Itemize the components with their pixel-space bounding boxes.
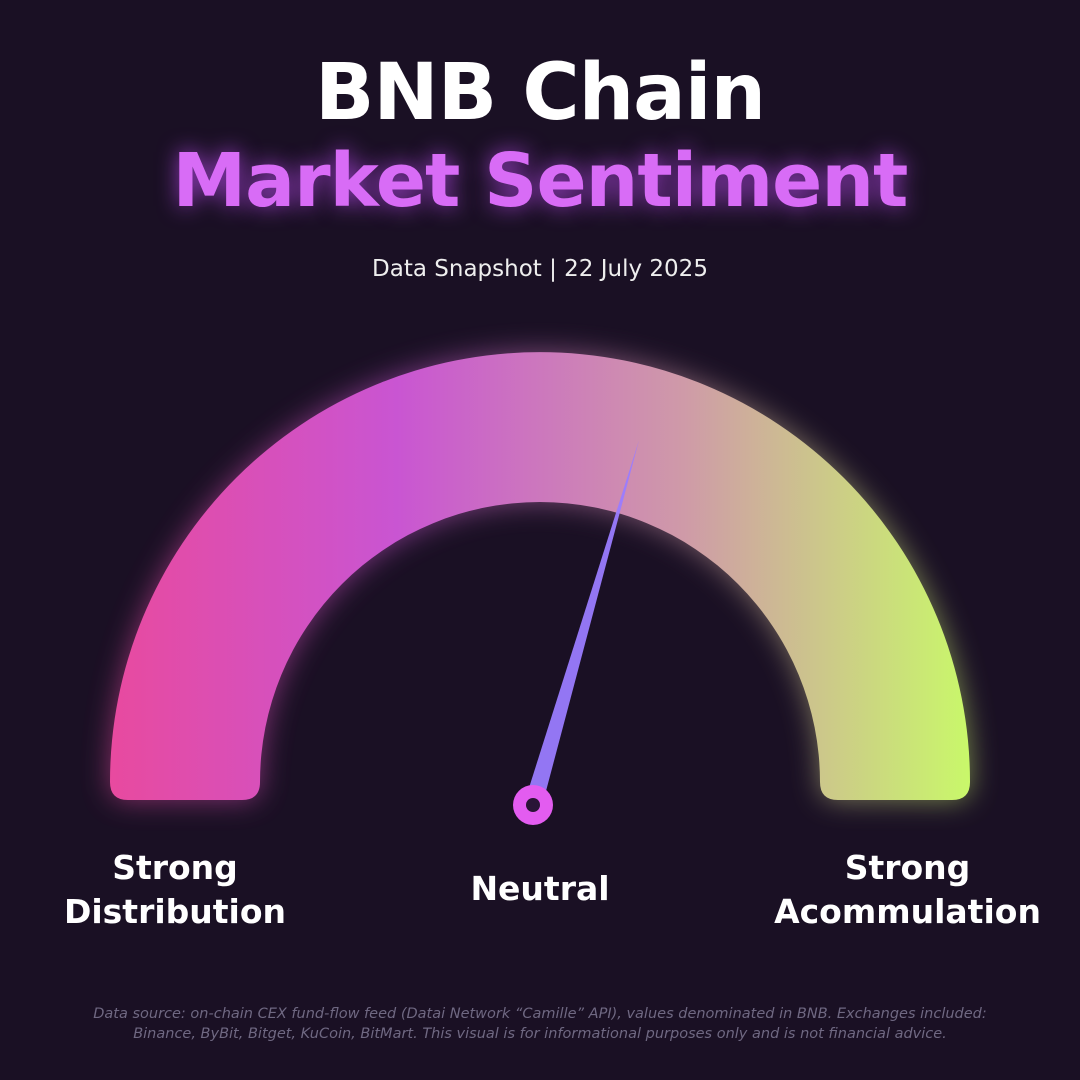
footnote: Data source: on-chain CEX fund-flow feed…	[93, 1006, 987, 1042]
needle	[524, 440, 640, 808]
caption: Data Snapshot | 22 July 2025	[372, 256, 708, 282]
subtitle: Market Sentiment	[172, 138, 909, 224]
gauge-arc	[110, 352, 970, 800]
right-label: Strong Acommulation	[774, 848, 1041, 931]
title: BNB Chain	[314, 48, 766, 138]
center-label: Neutral	[470, 869, 610, 908]
needle-pivot-hole	[526, 798, 540, 812]
left-label: Strong Distribution	[63, 848, 287, 931]
